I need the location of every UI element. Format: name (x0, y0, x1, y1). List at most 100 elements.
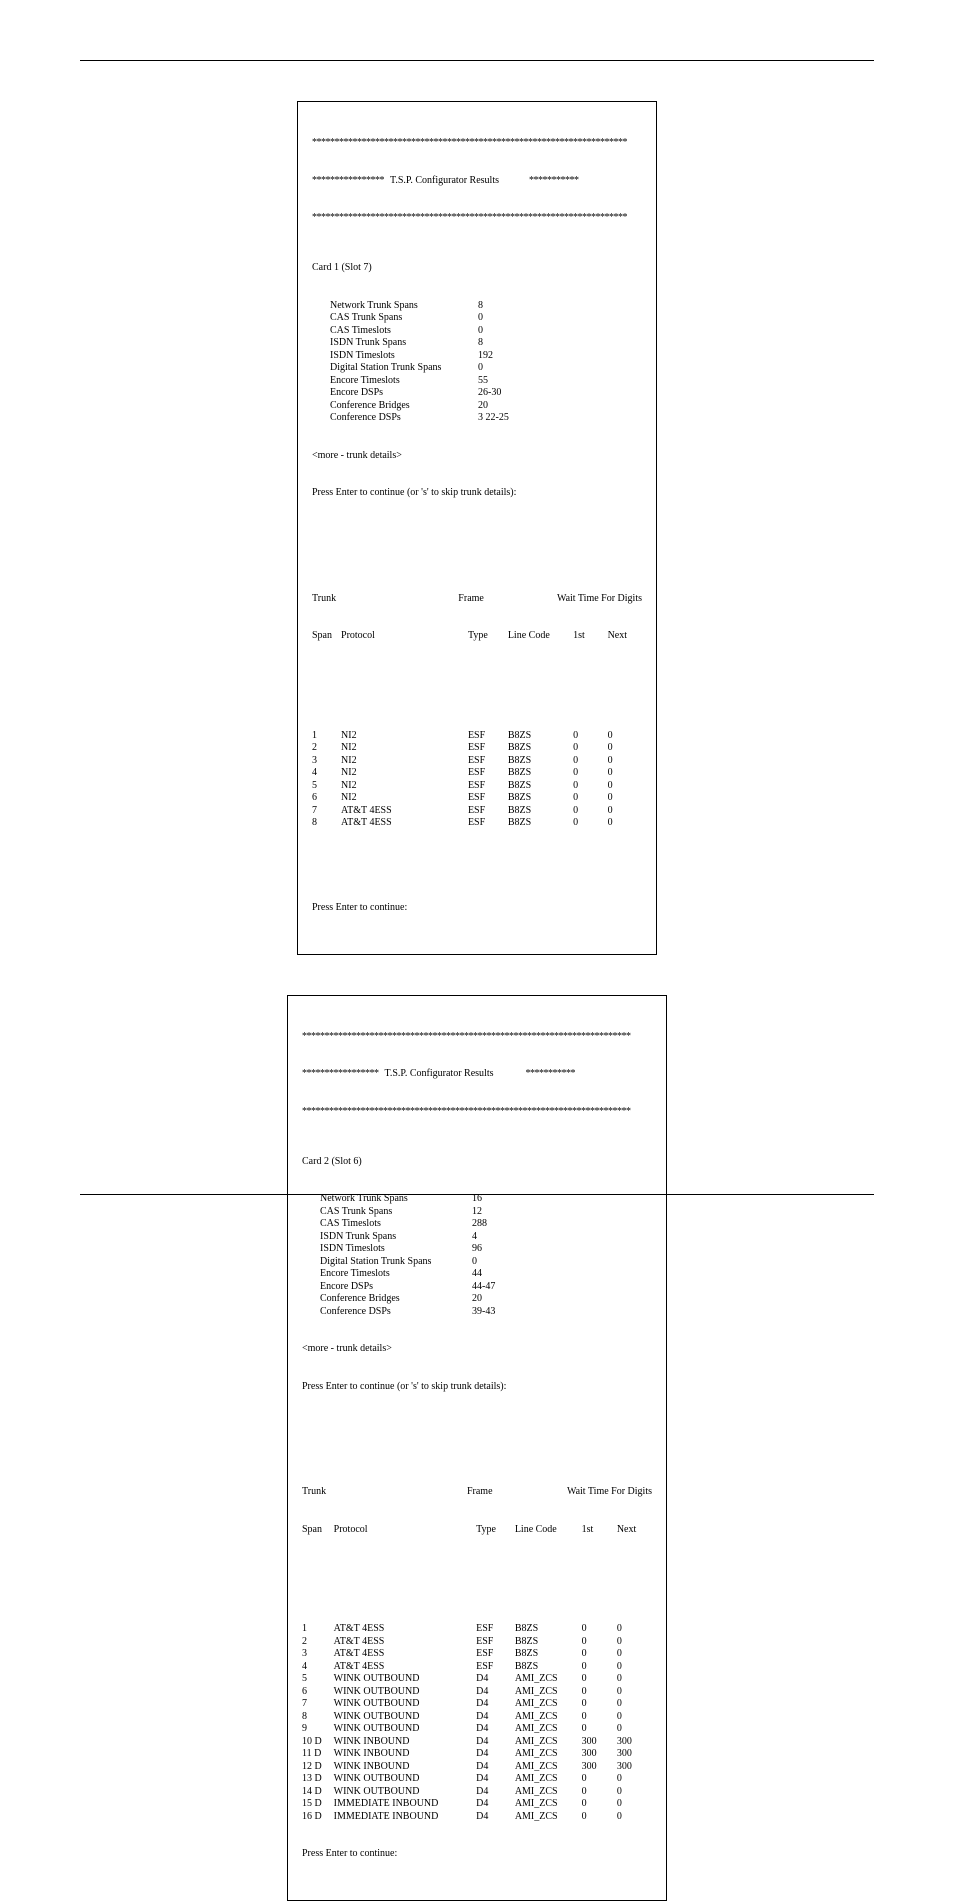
cell-span: 14 D (302, 1786, 334, 1799)
cell-span: 2 (302, 1636, 334, 1649)
cell-frame: ESF (468, 730, 508, 743)
stat-key: Conference DSPs (320, 1306, 472, 1319)
table-row: 12 DWINK INBOUNDD4AMI_ZCS300300 (302, 1761, 652, 1774)
stat-key: Conference DSPs (330, 412, 478, 425)
cell-w1: 0 (573, 755, 607, 768)
hdr-blank (332, 1486, 467, 1499)
card-stats: Network Trunk Spans16CAS Trunk Spans12CA… (320, 1193, 652, 1318)
cell-proto: NI2 (341, 742, 468, 755)
cell-wn: 0 (608, 780, 642, 793)
trunk-table: 1AT&T 4ESSESFB8ZS002AT&T 4ESSESFB8ZS003A… (302, 1623, 652, 1823)
cell-frame: ESF (476, 1648, 515, 1661)
table-row: 4AT&T 4ESSESFB8ZS00 (302, 1661, 652, 1674)
cell-line: AMI_ZCS (515, 1761, 582, 1774)
cell-wn: 0 (617, 1786, 652, 1799)
hdr-type: Type (476, 1524, 515, 1537)
stat-value: 44 (472, 1268, 482, 1281)
cell-frame: D4 (476, 1673, 515, 1686)
cell-w1: 0 (582, 1661, 617, 1674)
cell-proto: NI2 (341, 767, 468, 780)
cell-line: B8ZS (508, 792, 573, 805)
cell-wn: 0 (617, 1661, 652, 1674)
table-row: 9WINK OUTBOUNDD4AMI_ZCS00 (302, 1723, 652, 1736)
cell-w1: 0 (582, 1773, 617, 1786)
cell-span: 1 (312, 730, 341, 743)
bottom-rule (80, 1194, 874, 1195)
cell-proto: WINK INBOUND (334, 1748, 476, 1761)
hdr-trunk: Trunk (312, 593, 339, 606)
hdr-first: 1st (582, 1524, 617, 1537)
table-row: 5WINK OUTBOUNDD4AMI_ZCS00 (302, 1673, 652, 1686)
cell-wn: 0 (617, 1636, 652, 1649)
stat-value: 3 22-25 (478, 412, 509, 425)
cell-proto: AT&T 4ESS (334, 1661, 476, 1674)
stat-value: 8 (478, 300, 483, 313)
table-row: 7WINK OUTBOUNDD4AMI_ZCS00 (302, 1698, 652, 1711)
stat-value: 4 (472, 1231, 477, 1244)
stat-key: Digital Station Trunk Spans (320, 1256, 472, 1269)
cell-span: 6 (312, 792, 341, 805)
table-row: 10 DWINK INBOUNDD4AMI_ZCS300300 (302, 1736, 652, 1749)
cell-line: AMI_ZCS (515, 1786, 582, 1799)
cell-span: 7 (302, 1698, 334, 1711)
stat-key: CAS Trunk Spans (320, 1206, 472, 1219)
divider-bottom: ****************************************… (302, 1106, 652, 1119)
cell-wn: 0 (617, 1686, 652, 1699)
hdr-next: Next (617, 1524, 652, 1537)
cell-span: 8 (312, 817, 341, 830)
hdr-linecode: Line Code (508, 630, 573, 643)
cell-proto: NI2 (341, 730, 468, 743)
stat-row: Encore Timeslots55 (330, 375, 642, 388)
stat-row: ISDN Timeslots192 (330, 350, 642, 363)
stat-row: Encore DSPs26-30 (330, 387, 642, 400)
stat-key: Digital Station Trunk Spans (330, 362, 478, 375)
hdr-frame: Frame (467, 1486, 504, 1499)
cell-w1: 0 (573, 805, 607, 818)
table-row: 2AT&T 4ESSESFB8ZS00 (302, 1636, 652, 1649)
cell-frame: D4 (476, 1773, 515, 1786)
cell-w1: 0 (582, 1648, 617, 1661)
cell-span: 5 (302, 1673, 334, 1686)
cell-wn: 0 (608, 805, 642, 818)
cell-w1: 0 (582, 1686, 617, 1699)
cell-line: B8ZS (515, 1661, 582, 1674)
stars-right: *********** (499, 1068, 575, 1081)
hdr-trunk: Trunk (302, 1486, 332, 1499)
spacer (312, 867, 642, 877)
stat-value: 55 (478, 375, 488, 388)
divider-top: ****************************************… (312, 137, 642, 150)
hdr-protocol: Protocol (334, 1524, 476, 1537)
cell-frame: ESF (468, 742, 508, 755)
table-header-row1: Trunk Frame Wait Time For Digits (312, 593, 642, 606)
continue-prompt-1: Press Enter to continue (or 's' to skip … (302, 1381, 652, 1394)
cell-frame: ESF (468, 805, 508, 818)
cell-wn: 0 (617, 1673, 652, 1686)
cell-proto: WINK OUTBOUND (334, 1786, 476, 1799)
cell-wn: 0 (608, 730, 642, 743)
cell-proto: WINK OUTBOUND (334, 1673, 476, 1686)
results-panel-1: ****************************************… (297, 101, 657, 955)
stat-value: 12 (472, 1206, 482, 1219)
cell-w1: 0 (582, 1698, 617, 1711)
table-row: 7AT&T 4ESSESFB8ZS00 (312, 805, 642, 818)
panel-header: *****************T.S.P. Configurator Res… (302, 1068, 652, 1081)
cell-w1: 300 (582, 1736, 617, 1749)
stat-key: Encore Timeslots (330, 375, 478, 388)
stat-key: Conference Bridges (320, 1293, 472, 1306)
cell-w1: 0 (582, 1711, 617, 1724)
cell-span: 15 D (302, 1798, 334, 1811)
table-row: 11 DWINK INBOUNDD4AMI_ZCS300300 (302, 1748, 652, 1761)
cell-wn: 300 (617, 1761, 652, 1774)
cell-line: AMI_ZCS (515, 1698, 582, 1711)
cell-frame: D4 (476, 1686, 515, 1699)
cell-span: 7 (312, 805, 341, 818)
table-header-row2: Span Protocol Type Line Code 1st Next (302, 1524, 652, 1537)
hdr-span: Span (312, 630, 341, 643)
cell-frame: ESF (476, 1636, 515, 1649)
stat-row: Encore DSPs44-47 (320, 1281, 652, 1294)
cell-wn: 0 (608, 742, 642, 755)
cell-w1: 0 (582, 1798, 617, 1811)
cell-proto: WINK OUTBOUND (334, 1686, 476, 1699)
cell-frame: D4 (476, 1711, 515, 1724)
cell-wn: 0 (608, 767, 642, 780)
